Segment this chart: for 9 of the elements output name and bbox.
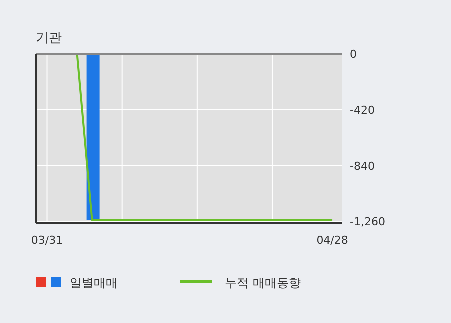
y-tick-label: -420 — [350, 104, 375, 117]
y-tick-label: -840 — [350, 160, 375, 173]
title: 기관 — [36, 31, 62, 46]
x-tick-label: 03/31 — [31, 234, 64, 247]
legend-label: 누적 매매동향 — [225, 276, 301, 290]
x-tick-label: 04/28 — [316, 234, 348, 247]
legend-label: 일별매매 — [70, 276, 118, 290]
y-tick-label: 0 — [350, 48, 357, 61]
y-tick-label: -1,260 — [350, 216, 386, 229]
